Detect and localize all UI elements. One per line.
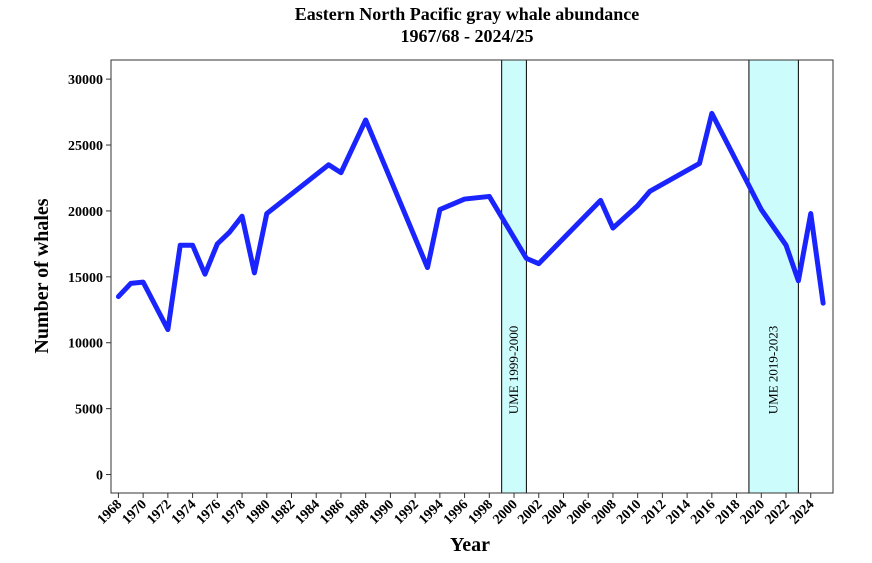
y-tick-label: 0 (96, 469, 103, 484)
x-tick-label: 2002 (515, 497, 545, 527)
x-tick-label: 2024 (787, 497, 817, 527)
x-tick-label: 1978 (218, 497, 248, 527)
x-tick-label: 1968 (95, 497, 125, 527)
x-tick-label: 2014 (664, 497, 694, 527)
x-tick-label: 2000 (490, 497, 520, 527)
ume-band (748, 59, 799, 494)
y-tick-label: 20000 (68, 205, 103, 220)
band-label: UME 2019-2023 (766, 326, 781, 414)
x-tick-label: 1980 (243, 497, 273, 527)
x-tick-label: 2006 (565, 497, 595, 527)
x-tick-label: 1988 (342, 497, 372, 527)
x-tick-label: 2010 (614, 497, 644, 527)
band-label: UME 1999-2000 (506, 326, 521, 414)
y-tick-label: 25000 (68, 139, 103, 154)
x-tick-label: 1984 (293, 497, 323, 527)
ume-band (501, 59, 527, 494)
x-tick-label: 2020 (738, 497, 768, 527)
x-tick-label: 2018 (713, 497, 743, 527)
plot-frame (110, 59, 834, 494)
x-tick-label: 1994 (416, 497, 446, 527)
x-tick-label: 1986 (317, 497, 347, 527)
y-tick-label: 15000 (68, 271, 103, 286)
x-axis-title: Year (450, 534, 490, 556)
x-tick-label: 1970 (120, 497, 150, 527)
x-tick-label: 2022 (762, 497, 792, 527)
x-tick-label: 1998 (466, 497, 496, 527)
x-tick-label: 2016 (688, 497, 718, 527)
y-tick-label: 30000 (68, 73, 103, 88)
y-tick-label: 10000 (68, 337, 103, 352)
x-tick-label: 2004 (540, 497, 570, 527)
x-tick-label: 1972 (144, 497, 174, 527)
chart-title: Eastern North Pacific gray whale abundan… (295, 4, 639, 24)
x-tick-label: 1974 (169, 497, 199, 527)
chart-subtitle: 1967/68 - 2024/25 (401, 26, 534, 46)
x-tick-label: 1976 (194, 497, 224, 527)
x-tick-label: 1990 (367, 497, 397, 527)
x-tick-label: 2012 (639, 497, 669, 527)
y-axis-title: Number of whales (31, 198, 53, 353)
x-tick-label: 1996 (441, 497, 471, 527)
x-tick-label: 1992 (392, 497, 422, 527)
y-tick-label: 5000 (75, 403, 103, 418)
data-line (115, 110, 826, 333)
x-tick-label: 2008 (589, 497, 619, 527)
x-tick-label: 1982 (268, 497, 298, 527)
